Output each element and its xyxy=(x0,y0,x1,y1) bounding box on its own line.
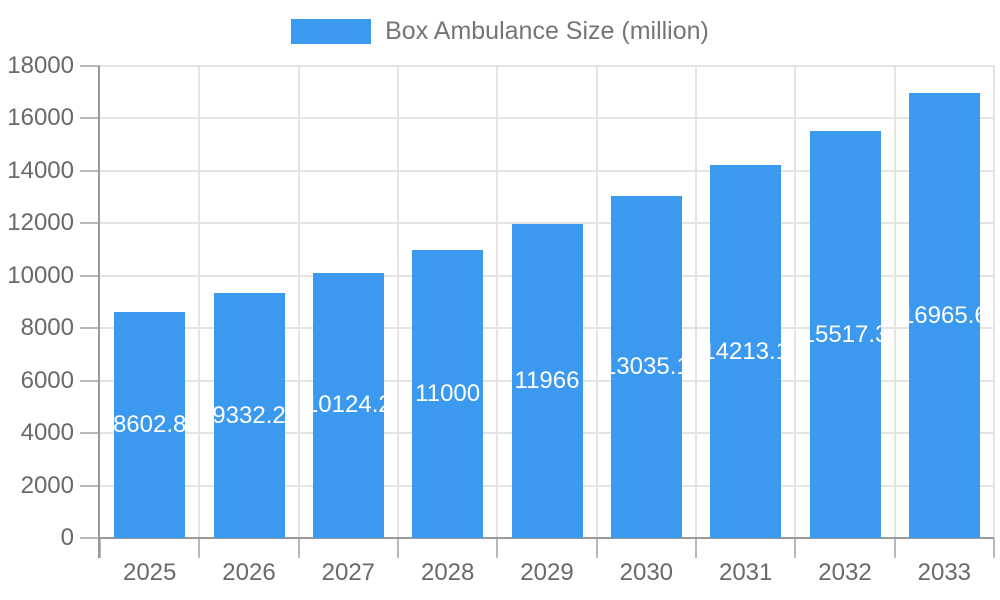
x-tick-label: 2025 xyxy=(122,559,177,586)
h-gridline xyxy=(100,169,994,172)
legend-color-swatch xyxy=(291,18,372,44)
chart-legend: Box Ambulance Size (million) xyxy=(0,17,1000,45)
bar-value-label: 8602.8 xyxy=(114,411,186,439)
bar[interactable]: 13035.1 xyxy=(610,196,682,538)
y-tick-label: 18000 xyxy=(7,52,74,79)
v-gridline xyxy=(297,66,300,538)
v-gridline xyxy=(397,66,399,538)
y-tick-label: 16000 xyxy=(7,104,74,132)
bar-value-label: 16965.6 xyxy=(909,301,980,329)
y-tick-label: 12000 xyxy=(7,209,74,237)
x-axis-tick xyxy=(695,538,697,558)
legend-item[interactable]: Box Ambulance Size (million) xyxy=(291,17,709,45)
h-gridline xyxy=(100,222,994,225)
y-tick-label: 2000 xyxy=(20,471,74,499)
y-axis-tick xyxy=(80,327,100,330)
bar[interactable]: 11000 xyxy=(412,249,484,538)
x-tick-label: 2026 xyxy=(222,559,276,586)
y-axis-tick xyxy=(80,432,100,435)
x-axis-tick xyxy=(496,538,499,558)
bar-value-label: 9332.2 xyxy=(213,401,285,429)
y-tick-label: 8000 xyxy=(20,314,74,342)
x-tick-label: 2032 xyxy=(818,559,872,586)
legend-series-label: Box Ambulance Size (million) xyxy=(385,17,709,45)
x-axis-tick xyxy=(297,538,300,558)
x-axis-tick xyxy=(397,538,399,558)
y-axis-tick xyxy=(80,222,100,225)
v-gridline xyxy=(595,66,598,538)
v-gridline xyxy=(993,66,995,538)
y-tick-label: 10000 xyxy=(7,261,74,289)
x-axis-tick xyxy=(794,538,797,558)
bar-value-label: 11966 xyxy=(514,367,580,395)
bar-value-label: 11000 xyxy=(415,379,481,407)
bar[interactable]: 10124.2 xyxy=(312,272,384,538)
y-tick-label: 0 xyxy=(60,524,74,551)
y-axis-tick xyxy=(80,484,100,487)
x-axis-tick xyxy=(595,538,598,558)
y-axis-tick xyxy=(80,379,100,382)
x-tick-label: 2029 xyxy=(520,559,574,586)
x-axis-tick xyxy=(993,538,995,558)
x-tick-label: 2030 xyxy=(619,559,674,586)
bar-value-label: 13035.1 xyxy=(611,353,682,381)
y-axis-tick xyxy=(80,169,100,172)
bar[interactable]: 9332.2 xyxy=(213,293,285,538)
bar[interactable]: 8602.8 xyxy=(114,312,186,538)
x-tick-label: 2031 xyxy=(718,559,773,586)
v-gridline xyxy=(198,66,201,538)
bar-value-label: 10124.2 xyxy=(313,391,384,419)
x-axis-tick xyxy=(198,538,201,558)
x-tick-label: 2027 xyxy=(321,559,376,586)
x-tick-label: 2028 xyxy=(420,559,475,586)
y-tick-label: 6000 xyxy=(20,366,74,394)
v-gridline xyxy=(893,66,896,538)
y-axis-tick xyxy=(80,65,100,67)
bar[interactable]: 11966 xyxy=(511,224,583,538)
bar[interactable]: 16965.6 xyxy=(908,93,980,538)
y-tick-label: 14000 xyxy=(7,156,74,184)
bar[interactable]: 14213.1 xyxy=(710,165,782,538)
x-axis-tick xyxy=(99,538,101,558)
v-gridline xyxy=(496,66,499,538)
y-axis-line xyxy=(98,66,100,558)
bar-value-label: 14213.1 xyxy=(710,337,781,365)
x-tick-label: 2033 xyxy=(917,559,972,586)
x-axis-line xyxy=(98,537,994,539)
h-gridline xyxy=(100,117,994,120)
y-axis-tick xyxy=(80,537,100,539)
y-axis-tick xyxy=(80,274,100,277)
bar-chart-plot-area: 0 2000 4000 6000 8000 10000 12000 14000 16000 180… xyxy=(7,53,995,586)
y-axis-tick xyxy=(80,117,100,120)
h-gridline xyxy=(100,65,994,67)
v-gridline xyxy=(794,66,797,538)
y-tick-label: 4000 xyxy=(20,419,74,447)
v-gridline xyxy=(695,66,697,538)
x-axis-tick xyxy=(893,538,896,558)
